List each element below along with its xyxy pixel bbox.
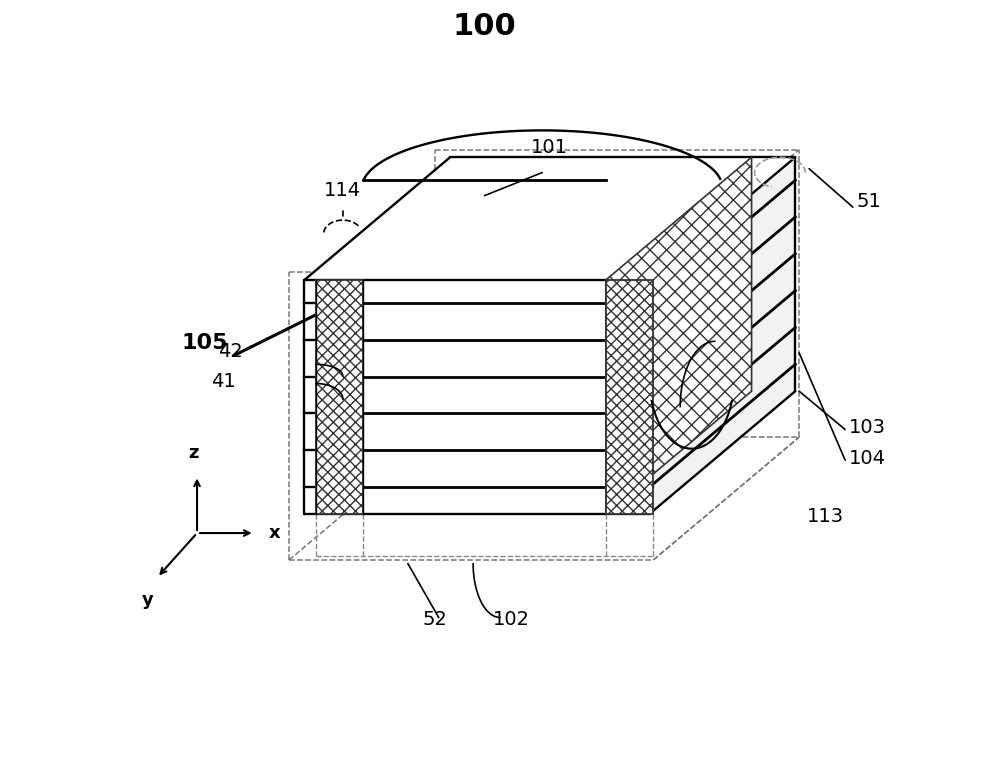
Polygon shape <box>304 157 795 280</box>
Bar <box>316 280 363 514</box>
Text: 100: 100 <box>453 12 517 41</box>
Text: 52: 52 <box>422 610 447 629</box>
Text: y: y <box>142 591 154 609</box>
Text: 113: 113 <box>807 506 844 525</box>
Text: x: x <box>268 524 280 542</box>
Text: 42: 42 <box>218 341 243 360</box>
Text: 103: 103 <box>849 418 886 437</box>
Text: 41: 41 <box>211 372 235 391</box>
Text: 114: 114 <box>324 180 361 199</box>
Text: 51: 51 <box>857 192 882 211</box>
Polygon shape <box>606 157 752 514</box>
Text: 101: 101 <box>531 138 568 157</box>
Text: 105: 105 <box>182 333 228 353</box>
Polygon shape <box>304 280 650 514</box>
Polygon shape <box>650 157 795 514</box>
Text: z: z <box>188 444 198 462</box>
Text: 102: 102 <box>493 610 530 629</box>
Bar <box>606 280 653 514</box>
Text: 104: 104 <box>849 449 886 468</box>
